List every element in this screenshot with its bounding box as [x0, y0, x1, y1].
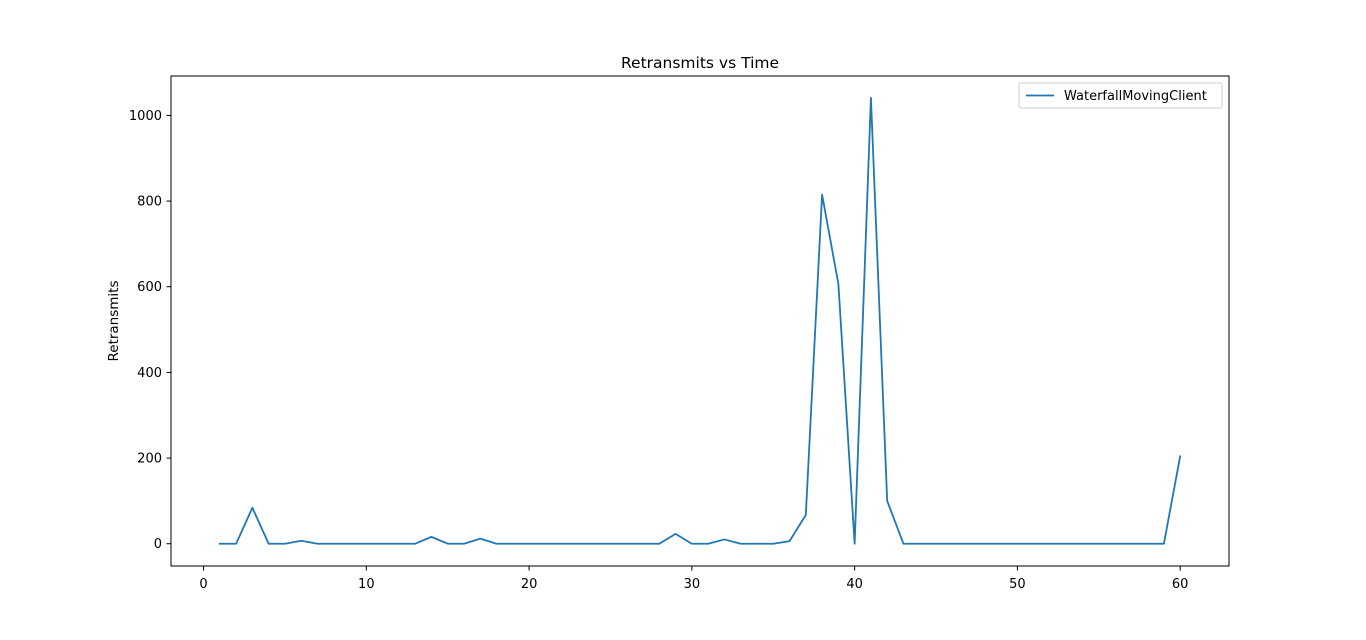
- data-point: [870, 97, 872, 99]
- chart-title: Retransmits vs Time: [621, 54, 779, 72]
- x-tick-label: 20: [521, 577, 538, 592]
- data-point: [561, 543, 563, 545]
- data-point: [1147, 543, 1149, 545]
- x-tick-label: 40: [846, 577, 863, 592]
- data-point: [398, 543, 400, 545]
- data-point: [235, 543, 237, 545]
- x-axis: 0 10 20 30 40 50 60: [199, 566, 1188, 592]
- data-point: [593, 543, 595, 545]
- data-point: [789, 540, 791, 542]
- data-point: [772, 543, 774, 545]
- x-tick-label: 50: [1009, 577, 1026, 592]
- data-point: [1130, 543, 1132, 545]
- data-point: [707, 543, 709, 545]
- data-point: [577, 543, 579, 545]
- data-point: [1000, 543, 1002, 545]
- y-axis: 0 200 400 600 800 1000: [129, 109, 171, 552]
- data-point: [837, 283, 839, 285]
- data-point: [1114, 543, 1116, 545]
- data-point: [382, 543, 384, 545]
- data-point: [1179, 455, 1181, 457]
- data-point: [805, 514, 807, 516]
- data-point: [756, 543, 758, 545]
- data-point: [431, 536, 433, 538]
- data-point: [658, 543, 660, 545]
- y-tick-label: 200: [137, 452, 162, 467]
- data-point: [903, 543, 905, 545]
- legend-box: [1018, 82, 1223, 109]
- y-axis-label: Retransmits: [106, 280, 122, 361]
- data-point: [935, 543, 937, 545]
- data-point: [1049, 543, 1051, 545]
- data-point: [968, 543, 970, 545]
- data-point: [626, 543, 628, 545]
- x-tick-label: 10: [358, 577, 375, 592]
- plot-frame: [170, 75, 1230, 567]
- data-point: [724, 539, 726, 541]
- series-line: [218, 96, 1182, 545]
- y-tick-label: 400: [137, 366, 162, 381]
- data-point: [821, 194, 823, 196]
- data-point: [317, 543, 319, 545]
- data-point: [984, 543, 986, 545]
- data-point: [300, 540, 302, 542]
- data-point: [496, 543, 498, 545]
- data-point: [1163, 543, 1165, 545]
- series-layer: [218, 96, 1182, 545]
- legend-label: WaterfallMovingClient: [1064, 89, 1207, 104]
- y-tick-label: 1000: [129, 109, 162, 124]
- data-point: [1098, 543, 1100, 545]
- data-point: [414, 543, 416, 545]
- data-point: [512, 543, 514, 545]
- data-point: [919, 543, 921, 545]
- data-point: [1082, 543, 1084, 545]
- data-point: [544, 543, 546, 545]
- x-tick-label: 30: [684, 577, 701, 592]
- legend: WaterfallMovingClient: [1018, 82, 1223, 109]
- data-point: [284, 543, 286, 545]
- data-point: [1033, 543, 1035, 545]
- y-tick-label: 800: [137, 195, 162, 210]
- data-point: [528, 543, 530, 545]
- data-point: [447, 543, 449, 545]
- data-point: [479, 538, 481, 540]
- data-point: [610, 543, 612, 545]
- x-tick-label: 60: [1172, 577, 1189, 592]
- data-point: [1017, 543, 1019, 545]
- x-tick-label: 0: [199, 577, 207, 592]
- data-point: [740, 543, 742, 545]
- data-point: [333, 543, 335, 545]
- data-point: [691, 543, 693, 545]
- data-point: [886, 500, 888, 502]
- data-point: [951, 543, 953, 545]
- data-point: [365, 543, 367, 545]
- data-point: [1065, 543, 1067, 545]
- data-point: [349, 543, 351, 545]
- y-tick-label: 0: [154, 537, 162, 552]
- data-point: [251, 507, 253, 509]
- data-point: [463, 543, 465, 545]
- data-point: [642, 543, 644, 545]
- data-point: [268, 543, 270, 545]
- data-point: [854, 543, 856, 545]
- y-tick-label: 600: [137, 280, 162, 295]
- data-point: [219, 543, 221, 545]
- data-point: [675, 533, 677, 535]
- plot-area-background: [171, 76, 1229, 566]
